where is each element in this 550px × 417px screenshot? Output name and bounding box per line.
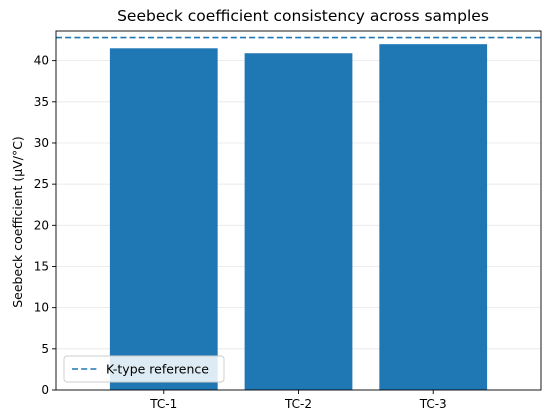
legend-label: K-type reference [106, 362, 209, 377]
chart-title: Seebeck coefficient consistency across s… [117, 7, 489, 25]
x-tick-label-tc-1: TC-1 [149, 397, 177, 411]
axes: 0 5 10 15 20 25 30 35 40 TC-1 TC-2 TC-3 [34, 30, 542, 411]
legend-box [63, 355, 225, 383]
x-tick-label-tc-2: TC-2 [284, 397, 312, 411]
y-tick-label: 15 [34, 259, 49, 273]
y-tick-label: 20 [34, 218, 49, 232]
bar-tc-3 [379, 44, 488, 390]
y-tick-label: 40 [34, 54, 49, 68]
bar-tc-1 [109, 48, 218, 390]
y-axis-label: Seebeck coefficient (μV/°C) [10, 136, 25, 308]
y-tick-label: 25 [34, 177, 49, 191]
legend: K-type reference [63, 355, 225, 383]
y-tick-label: 30 [34, 136, 49, 150]
y-tick-label: 0 [41, 383, 49, 397]
y-tick-label: 5 [41, 342, 49, 356]
y-tick-label: 10 [34, 301, 49, 315]
y-tick-label: 35 [34, 95, 49, 109]
x-tick-label-tc-3: TC-3 [419, 397, 447, 411]
bars [109, 44, 488, 390]
bar-tc-2 [244, 53, 353, 390]
